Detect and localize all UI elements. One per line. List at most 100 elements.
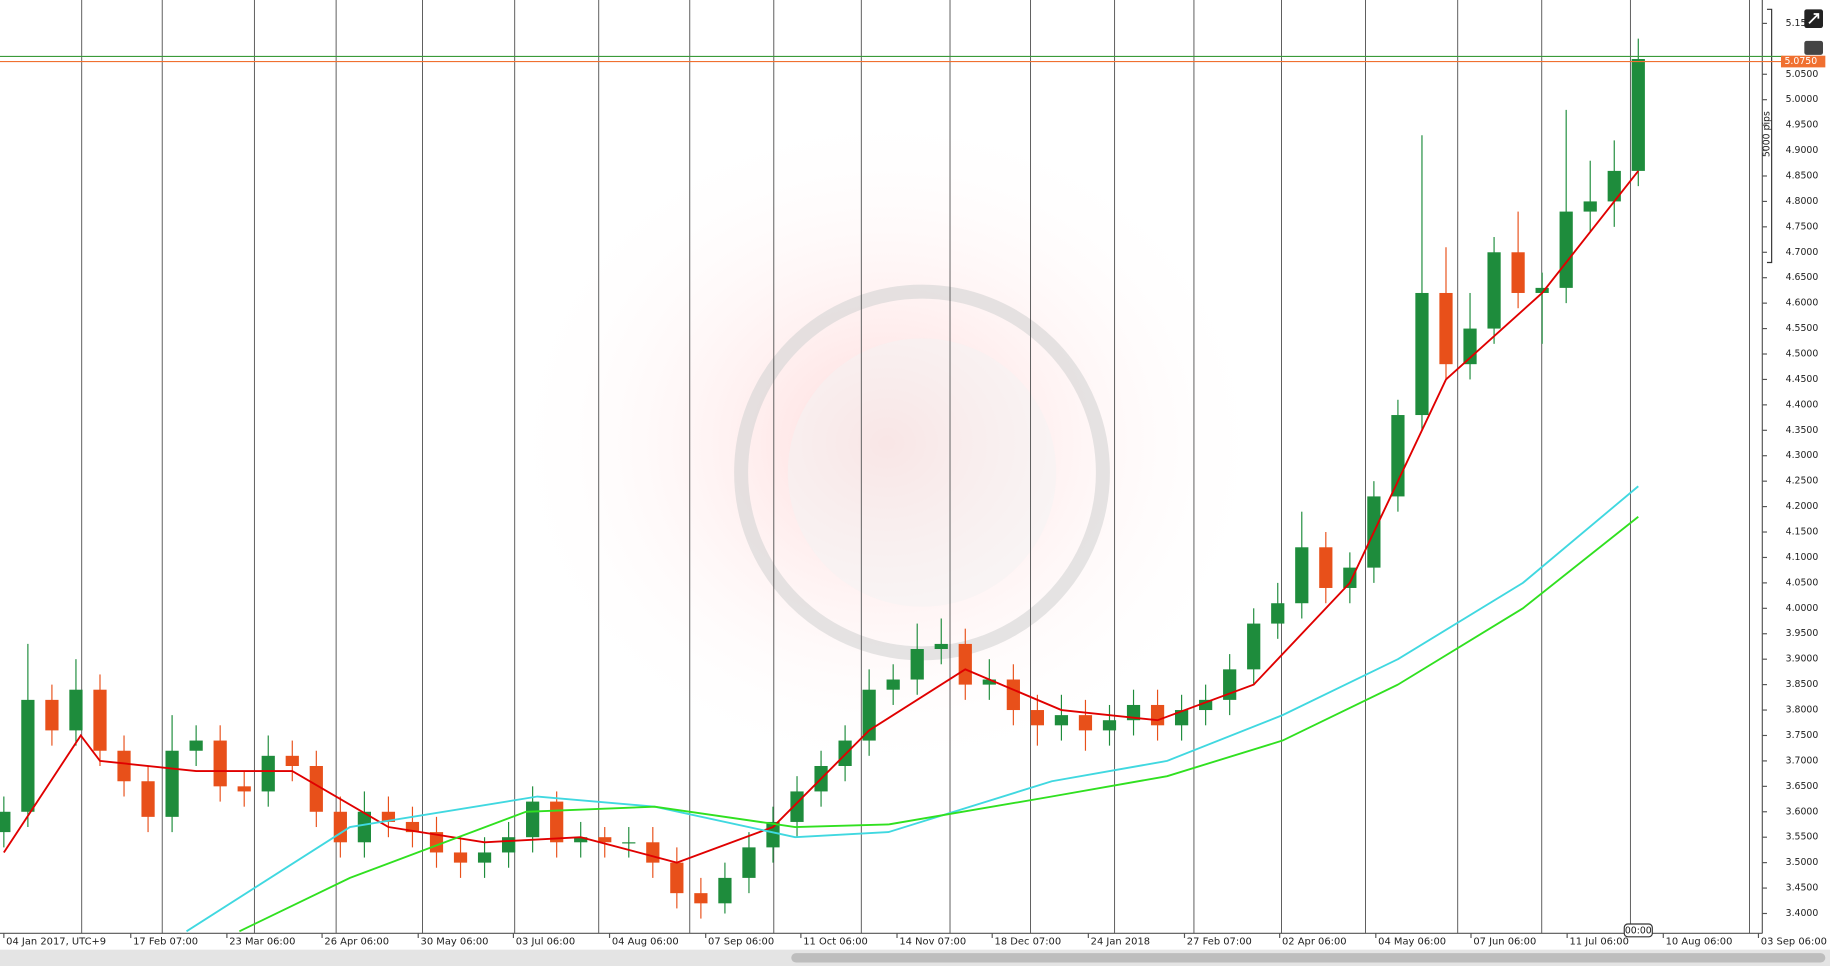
candle-body — [598, 837, 612, 843]
y-tick-label: 4.7000 — [1786, 247, 1819, 258]
x-tick-label: 10 Aug 06:00 — [1666, 937, 1733, 948]
watermark-core — [787, 338, 1057, 607]
candle-body — [261, 755, 275, 792]
candle-body — [381, 811, 396, 822]
y-tick-label: 3.6500 — [1786, 781, 1819, 792]
candle-body — [1583, 201, 1597, 212]
y-tick-label: 3.9000 — [1786, 654, 1819, 665]
candle-body — [670, 862, 684, 894]
candle-body — [213, 740, 227, 787]
candle-body — [45, 699, 59, 731]
price-label-box — [1780, 55, 1826, 68]
y-tick-label: 3.4500 — [1786, 883, 1819, 894]
cursor-time-box — [1623, 923, 1653, 938]
y-tick-label: 3.5500 — [1786, 832, 1819, 843]
candle-body — [1439, 292, 1453, 365]
y-tick-label: 4.7500 — [1786, 221, 1819, 232]
candle-body — [501, 837, 516, 853]
y-tick-label: 5.15 — [1786, 18, 1807, 29]
x-tick-label: 11 Jul 06:00 — [1569, 937, 1628, 948]
candle-body — [1391, 415, 1405, 497]
candle-body — [93, 689, 107, 751]
candle-body — [1271, 603, 1285, 624]
x-tick-label: 04 Jan 2017, UTC+9 — [6, 937, 106, 948]
candle-body — [405, 821, 420, 833]
y-tick-label: 3.4000 — [1786, 908, 1819, 919]
candle-body — [141, 781, 155, 817]
candle-body — [526, 801, 540, 838]
y-tick-label: 3.8500 — [1786, 679, 1819, 690]
candle-body — [1607, 170, 1621, 202]
y-tick-label: 4.2500 — [1786, 476, 1819, 487]
x-tick-label: 02 Apr 06:00 — [1282, 937, 1347, 948]
plot — [0, 38, 1645, 933]
candle-body — [333, 811, 347, 843]
x-tick-label: 03 Jul 06:00 — [516, 937, 575, 948]
y-tick-label: 3.6000 — [1786, 806, 1819, 817]
candle-body — [69, 689, 83, 731]
y-tick-label: 4.8500 — [1786, 170, 1819, 181]
candle-body — [886, 679, 900, 690]
y-tick-label: 3.8000 — [1786, 705, 1819, 716]
y-tick-label: 4.6500 — [1786, 272, 1819, 283]
range-label: 5000 pips — [1761, 111, 1772, 157]
x-tick-label: 11 Oct 06:00 — [803, 937, 868, 948]
candle-body — [550, 801, 564, 843]
candle-body — [1319, 547, 1333, 588]
candle-body — [285, 755, 299, 766]
x-tick-label: 17 Feb 07:00 — [133, 937, 198, 948]
y-tick-label: 3.7000 — [1786, 755, 1819, 766]
candle-body — [1199, 699, 1213, 711]
x-tick-label: 04 May 06:00 — [1378, 937, 1446, 948]
x-tick-label: 30 May 06:00 — [421, 937, 489, 948]
camera-button[interactable] — [1804, 40, 1823, 55]
candle-body — [453, 852, 468, 863]
range-bracket — [1766, 8, 1773, 264]
y-tick-label: 4.9000 — [1786, 145, 1819, 156]
candle-body — [1247, 623, 1261, 670]
y-tick-label: 4.1000 — [1786, 552, 1819, 563]
cursor-time-label: 00:00 — [1625, 926, 1652, 937]
y-tick-label: 4.1500 — [1786, 527, 1819, 538]
x-tick-label: 26 Apr 06:00 — [324, 937, 389, 948]
candle-body — [1487, 252, 1501, 329]
candle-body — [622, 842, 636, 844]
candle-body — [1343, 567, 1357, 588]
candle-body — [646, 842, 660, 863]
y-tick-label: 4.0500 — [1786, 577, 1819, 588]
candle-body — [189, 740, 203, 751]
candle-body — [0, 811, 11, 833]
candle-body — [1030, 710, 1044, 726]
x-tick-label: 07 Sep 06:00 — [708, 937, 774, 948]
candle-body — [934, 643, 948, 650]
y-tick-label: 4.9500 — [1786, 120, 1819, 131]
y-tick-label: 3.9500 — [1786, 628, 1819, 639]
candle-body — [1102, 720, 1117, 731]
candle-body — [117, 750, 131, 782]
candle-body — [1415, 292, 1429, 416]
candle-body — [742, 847, 756, 878]
candle-body — [1054, 715, 1069, 726]
y-tick-label: 3.5000 — [1786, 857, 1819, 868]
candle-body — [694, 893, 708, 904]
moving-average-line — [186, 485, 1639, 933]
watermark — [501, 105, 1273, 782]
candle-body — [1078, 715, 1093, 731]
candle-body — [165, 750, 179, 817]
price-label: 5.0750 — [1784, 56, 1817, 67]
candle-body — [574, 837, 588, 843]
moving-average-line — [238, 516, 1639, 933]
y-tick-label: 5.0000 — [1786, 94, 1819, 105]
candle-body — [1295, 547, 1309, 604]
y-tick-label: 4.3000 — [1786, 450, 1819, 461]
candle-body — [309, 765, 323, 812]
candle-body — [1006, 679, 1020, 711]
y-tick-label: 4.2000 — [1786, 501, 1819, 512]
x-tick-label: 04 Aug 06:00 — [612, 937, 679, 948]
x-tick-label: 07 Jun 06:00 — [1473, 937, 1536, 948]
scrollbar-thumb[interactable] — [791, 953, 1826, 963]
candle-body — [982, 679, 996, 685]
y-tick-label: 4.3500 — [1786, 425, 1819, 436]
